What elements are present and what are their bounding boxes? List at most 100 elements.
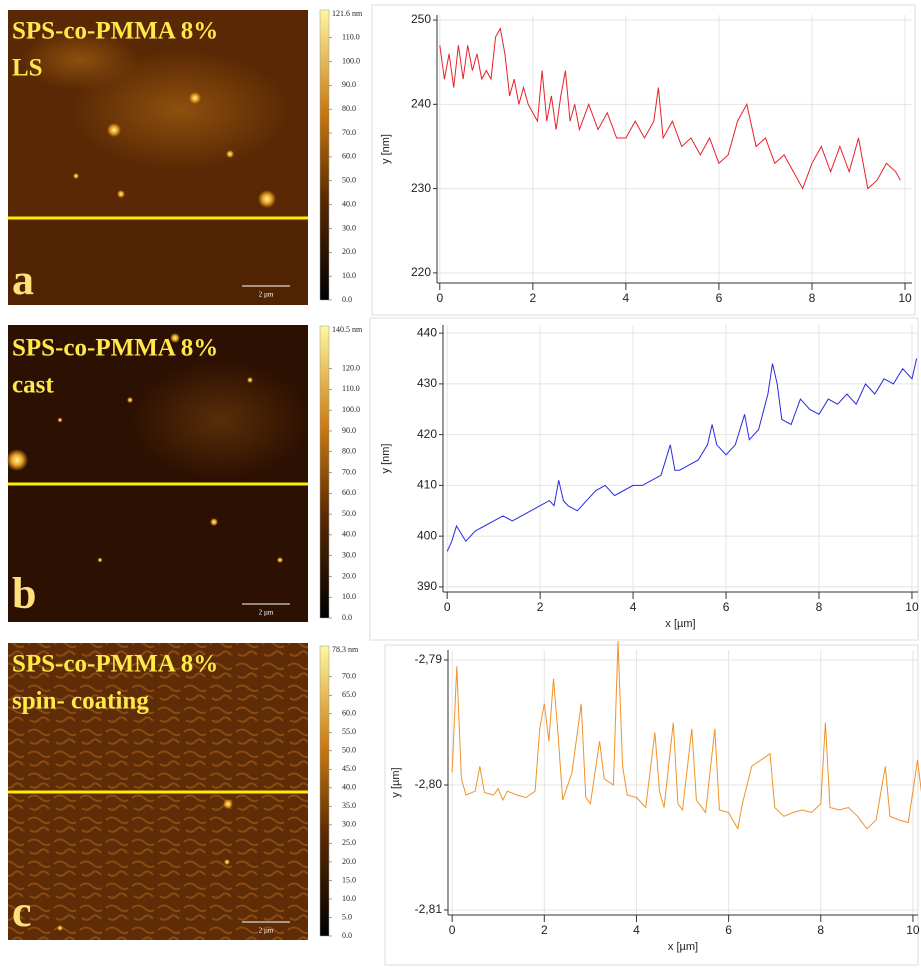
colorbar-tick-label: 10.0	[342, 894, 356, 903]
scale-bar-label: 2 µm	[259, 291, 274, 299]
colorbar-tick-label: 0.0	[342, 613, 352, 622]
x-axis-title: x [µm]	[668, 941, 698, 953]
colorbar-tick-label: 60.0	[342, 709, 356, 718]
y-tick-label: 400	[417, 528, 437, 542]
colorbar-tick-label: 10.0	[342, 592, 356, 601]
chart-frame	[384, 644, 919, 966]
colorbar-tick-label: 50.0	[342, 509, 356, 518]
panel-letter: a	[12, 255, 34, 304]
x-tick-label: 8	[816, 600, 823, 614]
x-tick-label: 2	[541, 923, 548, 937]
y-tick-label: 430	[417, 376, 437, 390]
colorbar-max-label: 78.3 nm	[332, 645, 359, 654]
y-tick-label: 250	[411, 12, 431, 26]
chart-frame	[371, 4, 916, 316]
x-tick-label: 4	[630, 600, 637, 614]
colorbar-tick-label: 50.0	[342, 176, 356, 185]
colorbar-tick-label: 15.0	[342, 875, 356, 884]
y-tick-label: 390	[417, 579, 437, 593]
colorbar-tick-label: 40.0	[342, 783, 356, 792]
x-tick-label: 0	[436, 291, 443, 305]
colorbar-max-label: 140.5 nm	[332, 325, 363, 334]
colorbar-tick-label: 100.0	[342, 56, 360, 65]
colorbar-tick-label: 100.0	[342, 405, 360, 414]
colorbar-tick-label: 60.0	[342, 488, 356, 497]
colorbar-tick-label: 35.0	[342, 801, 356, 810]
colorbar-tick-label: 90.0	[342, 80, 356, 89]
colorbar-tick-label: 60.0	[342, 152, 356, 161]
colorbar-tick-label: 80.0	[342, 104, 356, 113]
data-line	[439, 27, 901, 190]
x-tick-label: 4	[623, 291, 630, 305]
x-tick-label: 2	[537, 600, 544, 614]
colorbar-tick-label: 90.0	[342, 426, 356, 435]
colorbar-tick-label: 70.0	[342, 672, 356, 681]
colorbar-tick-label: 80.0	[342, 447, 356, 456]
colorbar	[319, 645, 330, 937]
y-tick-label: -2,79	[415, 652, 443, 666]
colorbar-tick-label: 40.0	[342, 199, 356, 208]
colorbar-tick-label: 20.0	[342, 247, 356, 256]
x-tick-label: 10	[898, 291, 912, 305]
y-tick-label: 230	[411, 181, 431, 195]
x-tick-label: 2	[529, 291, 536, 305]
y-tick-label: 220	[411, 265, 431, 279]
x-tick-label: 6	[723, 600, 730, 614]
x-tick-label: 8	[809, 291, 816, 305]
scale-bar-label: 2 µm	[259, 609, 274, 617]
colorbar-tick-label: 30.0	[342, 820, 356, 829]
afm-method: LS	[12, 55, 43, 82]
y-axis-title: y [nm]	[380, 444, 392, 474]
x-tick-label: 10	[905, 600, 919, 614]
afm-image: 2 µm SPS-co-PMMA 8% spin- coating c	[8, 643, 308, 940]
colorbar	[319, 9, 330, 301]
colorbar-tick-label: 110.0	[342, 32, 360, 41]
x-axis-title: x [µm]	[665, 618, 695, 630]
colorbar-tick-label: 70.0	[342, 467, 356, 476]
colorbar-tick-label: 55.0	[342, 727, 356, 736]
panel-letter: b	[12, 569, 36, 618]
colorbar-tick-label: 45.0	[342, 764, 356, 773]
colorbar-tick-label: 0.0	[342, 931, 352, 940]
y-axis-title: y [nm]	[380, 134, 392, 164]
data-line	[451, 641, 921, 831]
y-tick-label: 440	[417, 325, 437, 339]
colorbar	[319, 325, 330, 619]
colorbar-tick-label: 0.0	[342, 295, 352, 304]
colorbar-tick-label: 110.0	[342, 384, 360, 393]
colorbar-tick-label: 20.0	[342, 571, 356, 580]
x-tick-label: 8	[817, 923, 824, 937]
colorbar-tick-label: 5.0	[342, 912, 352, 921]
afm-image: 2 µm SPS-co-PMMA 8% LS a	[8, 10, 308, 305]
colorbar-tick-label: 25.0	[342, 838, 356, 847]
colorbar-tick-label: 120.0	[342, 363, 360, 372]
y-tick-label: -2,81	[415, 902, 443, 916]
colorbar-tick-label: 30.0	[342, 550, 356, 559]
afm-image: 2 µm SPS-co-PMMA 8% cast b	[6, 325, 310, 622]
y-tick-label: 240	[411, 97, 431, 111]
y-tick-label: 410	[417, 478, 437, 492]
afm-title: SPS-co-PMMA 8%	[12, 335, 218, 362]
x-tick-label: 6	[725, 923, 732, 937]
x-tick-label: 0	[444, 600, 451, 614]
x-tick-label: 10	[906, 923, 920, 937]
colorbar-tick-label: 10.0	[342, 271, 356, 280]
chart-frame	[369, 317, 919, 641]
afm-method: cast	[12, 372, 54, 399]
x-tick-label: 6	[716, 291, 723, 305]
afm-title: SPS-co-PMMA 8%	[12, 651, 218, 678]
colorbar-tick-label: 30.0	[342, 223, 356, 232]
x-tick-label: 0	[449, 923, 456, 937]
colorbar-max-label: 121.6 nm	[332, 9, 363, 18]
afm-title: SPS-co-PMMA 8%	[12, 18, 218, 45]
y-tick-label: -2,80	[415, 777, 443, 791]
colorbar-tick-label: 70.0	[342, 128, 356, 137]
colorbar-tick-label: 65.0	[342, 690, 356, 699]
scale-bar-label: 2 µm	[259, 927, 274, 935]
afm-method: spin- coating	[12, 688, 149, 715]
y-axis-title: y [µm]	[390, 767, 402, 797]
panel-letter: c	[12, 887, 32, 936]
data-line	[446, 358, 918, 552]
colorbar-tick-label: 50.0	[342, 746, 356, 755]
